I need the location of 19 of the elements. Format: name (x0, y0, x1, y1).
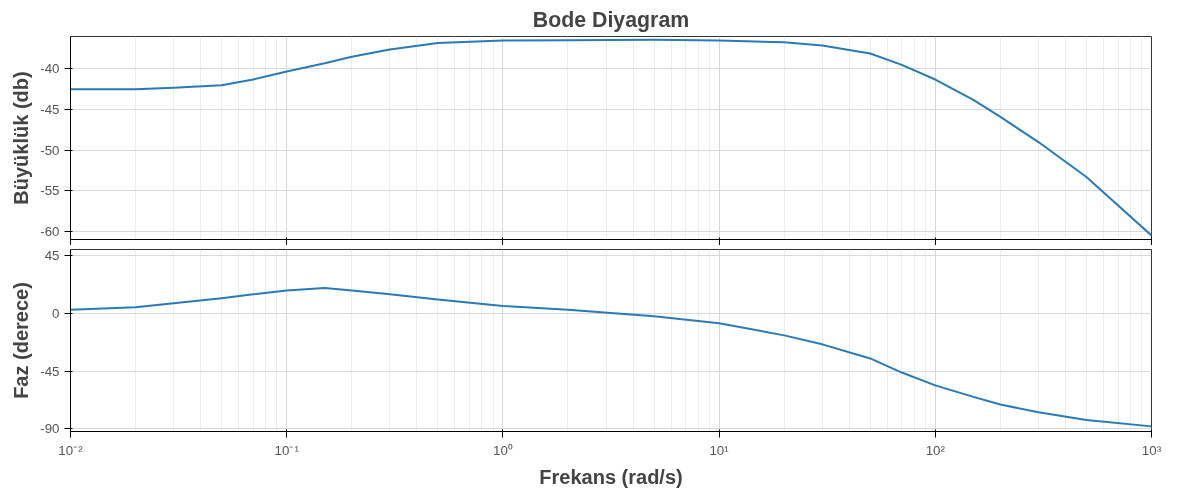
x-tick-label: 10³ (1141, 442, 1162, 458)
x-tick-label: 10⁻¹ (274, 442, 300, 458)
y-tick-label: -50 (40, 142, 60, 158)
x-tick-label: 10⁰ (492, 442, 513, 458)
y-tick-label: 0 (52, 306, 60, 322)
x-tick-label: 10⁻² (58, 442, 84, 458)
y-tick-label: -55 (40, 183, 60, 199)
y-axis-title: Büyüklük (db) (10, 71, 33, 205)
x-tick-label: 10¹ (709, 442, 730, 458)
y-tick-label: -45 (40, 363, 60, 379)
chart-title: Bode Diyagram (532, 7, 690, 32)
y-tick-label: 45 (44, 248, 60, 264)
y-tick-label: -45 (40, 102, 60, 118)
y-axis-title: Faz (derece) (10, 282, 33, 399)
y-tick-label: -40 (40, 61, 60, 77)
x-axis-title: Frekans (rad/s) (539, 465, 683, 488)
y-tick-label: -90 (40, 421, 60, 437)
x-tick-label: 10² (925, 442, 946, 458)
y-tick-label: -60 (40, 223, 60, 239)
